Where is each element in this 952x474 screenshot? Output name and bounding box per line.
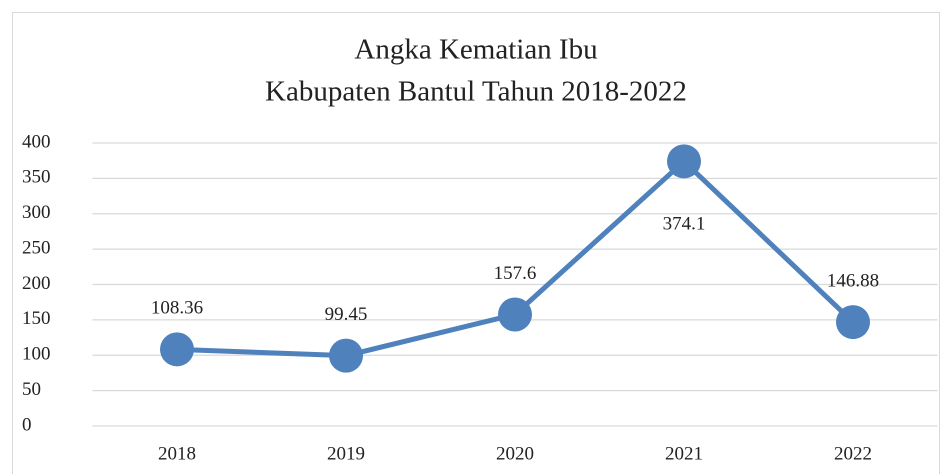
- y-tick-label: 150: [22, 308, 51, 329]
- data-point: [498, 297, 532, 332]
- chart-title: Kabupaten Bantul Tahun 2018-2022: [265, 76, 687, 108]
- y-tick-label: 250: [22, 237, 51, 258]
- y-tick-label: 350: [22, 167, 51, 188]
- x-tick-label: 2020: [496, 443, 534, 464]
- x-tick-label: 2019: [327, 443, 365, 464]
- chart-border: [12, 12, 940, 474]
- data-point: [329, 338, 363, 373]
- x-tick-label: 2021: [665, 443, 703, 464]
- y-tick-label: 100: [22, 344, 51, 365]
- data-label: 99.45: [325, 304, 368, 325]
- data-label: 108.36: [151, 298, 203, 319]
- chart-title: Angka Kematian Ibu: [354, 34, 597, 66]
- data-label: 146.88: [827, 270, 879, 291]
- y-tick-label: 300: [22, 202, 51, 223]
- y-tick-label: 50: [22, 379, 41, 400]
- data-point: [160, 332, 194, 367]
- data-label: 157.6: [494, 263, 537, 284]
- data-point: [836, 305, 870, 340]
- y-tick-label: 400: [22, 131, 51, 152]
- data-point: [667, 144, 701, 179]
- x-tick-label: 2018: [158, 443, 196, 464]
- x-tick-label: 2022: [834, 443, 872, 464]
- y-tick-label: 0: [22, 414, 32, 435]
- y-tick-label: 200: [22, 273, 51, 294]
- data-label: 374.1: [663, 214, 706, 235]
